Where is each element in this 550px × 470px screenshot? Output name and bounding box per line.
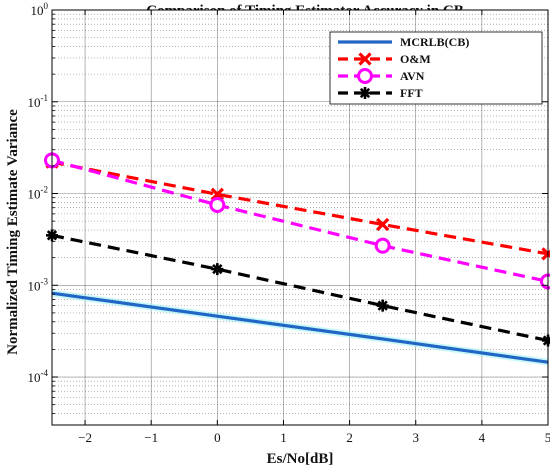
data-point <box>212 263 223 275</box>
y-tick-label: 10-2 <box>28 185 49 202</box>
legend-label: FFT <box>400 86 423 100</box>
series-line <box>51 291 549 364</box>
legend-label: AVN <box>400 69 425 83</box>
data-point <box>374 237 391 254</box>
legend-marker <box>357 68 373 84</box>
x-tick-label: 5 <box>545 430 550 445</box>
x-tick-label: −1 <box>144 430 158 445</box>
x-tick-label: 1 <box>280 430 287 445</box>
y-tick-label: 10-4 <box>28 368 49 385</box>
legend-label: MCRLB(CB) <box>400 35 469 49</box>
y-tick-label: 10-1 <box>28 93 49 110</box>
y-axis-label: Normalized Timing Estimate Variance <box>5 109 21 355</box>
series-line <box>51 160 549 256</box>
series-line <box>51 233 549 343</box>
legend-marker <box>359 87 371 99</box>
x-tick-label: 2 <box>346 430 353 445</box>
x-tick-label: −2 <box>78 430 92 445</box>
data-point <box>377 300 388 311</box>
y-tick-label: 10-3 <box>28 276 49 293</box>
data-point <box>209 196 226 213</box>
data-point <box>376 217 390 232</box>
legend-label: O&M <box>400 52 431 66</box>
legend-marker <box>358 52 372 66</box>
x-tick-label: 3 <box>412 430 419 445</box>
series-line <box>51 158 549 284</box>
y-tick-label: 100 <box>31 1 49 18</box>
data-point <box>540 273 550 290</box>
x-tick-label: 0 <box>214 430 221 445</box>
legend: MCRLB(CB) O&M AVN FFT <box>329 31 543 105</box>
x-tick-label: 4 <box>479 430 486 445</box>
plot-frame <box>51 9 549 426</box>
x-axis-label: Es/No[dB] <box>267 451 334 467</box>
